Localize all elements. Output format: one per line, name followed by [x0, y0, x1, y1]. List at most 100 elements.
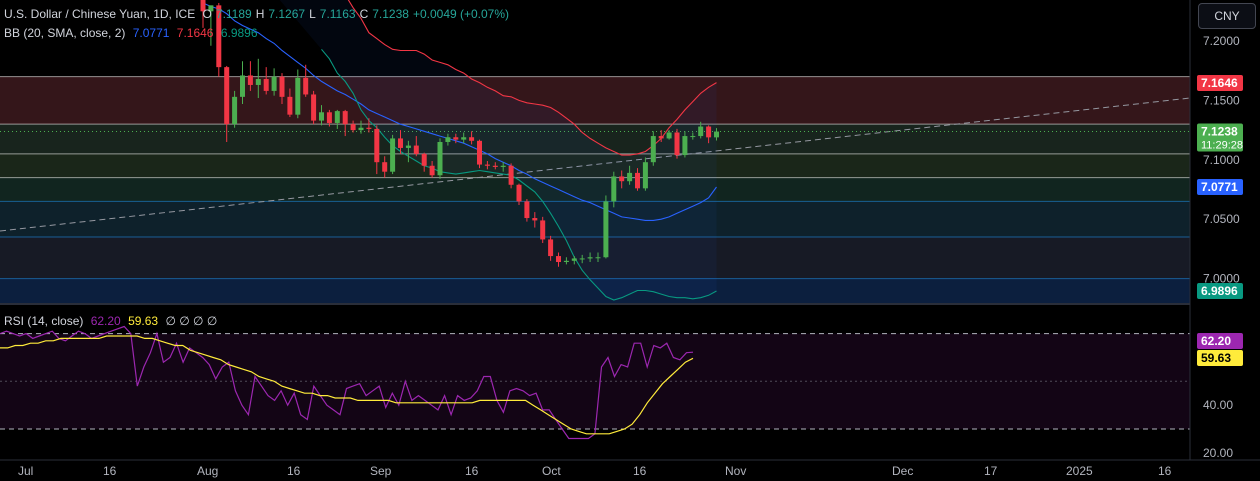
candle-body — [714, 131, 719, 138]
candle — [247, 61, 253, 91]
candle-body — [532, 218, 538, 221]
rsi-tick-label: 40.00 — [1203, 398, 1233, 412]
price-tick-label: 7.1500 — [1203, 93, 1240, 107]
candle-body — [255, 79, 261, 85]
candle — [334, 109, 340, 129]
price-tick-label: 7.1000 — [1203, 153, 1240, 167]
candle — [398, 130, 403, 154]
bb-upper-value: 7.1646 — [176, 26, 214, 40]
candle-body — [366, 127, 372, 129]
candle-body — [682, 136, 688, 156]
candle — [595, 252, 601, 263]
price-tick-label: 7.2000 — [1203, 34, 1240, 48]
candle-body — [508, 165, 514, 185]
bb-lower-value: 6.9896 — [220, 26, 258, 40]
candle — [524, 199, 530, 222]
candle — [650, 131, 656, 166]
rsi-tag-label: 62.20 — [1201, 334, 1231, 348]
price-tag-label: 7.1646 — [1201, 76, 1238, 90]
candle-body — [642, 162, 648, 189]
candle — [484, 161, 490, 170]
candle-body — [311, 94, 317, 121]
candle — [295, 69, 301, 119]
candle-body — [240, 75, 245, 97]
rsi-tag — [1197, 350, 1243, 366]
time-tick-label: Oct — [542, 464, 561, 478]
price-tag-label: 7.1238 — [1201, 125, 1238, 139]
candle — [429, 161, 435, 178]
candle — [698, 121, 704, 139]
candle — [445, 133, 451, 146]
candle — [682, 131, 688, 158]
candle — [714, 128, 719, 141]
candle-body — [619, 176, 625, 182]
candle-body — [650, 136, 656, 163]
candle — [374, 125, 380, 175]
rsi-panel — [0, 325, 1190, 440]
fib-zone — [0, 237, 1190, 279]
high-value: 7.1267 — [268, 7, 306, 21]
rsi-legend[interactable]: RSI (14, close) 62.20 59.63 ∅ ∅ ∅ ∅ — [4, 314, 221, 328]
fib-zone — [0, 153, 1190, 178]
candle-body — [563, 260, 569, 263]
candle — [232, 90, 238, 128]
candle — [208, 5, 214, 46]
candle-body — [524, 201, 530, 219]
candle — [271, 68, 277, 96]
candle — [642, 157, 648, 191]
candle-body — [398, 138, 403, 148]
price-tag — [1197, 179, 1243, 196]
close-value: 7.1238 — [372, 7, 409, 21]
candle-body — [603, 201, 609, 258]
symbol-title[interactable]: U.S. Dollar / Chinese Yuan, 1D, ICE — [4, 7, 196, 21]
candle-body — [263, 79, 269, 91]
candle — [666, 130, 672, 140]
candle-body — [390, 138, 396, 172]
candle — [619, 170, 625, 189]
price-tick-label: 7.0500 — [1203, 212, 1240, 226]
candle — [500, 162, 506, 172]
candle — [437, 138, 443, 179]
candle — [303, 64, 309, 97]
candle — [571, 256, 577, 265]
rsi-value: 62.20 — [90, 314, 121, 328]
candle-body — [635, 172, 640, 189]
candle-body — [492, 165, 498, 167]
bb-lower-line — [321, 48, 717, 301]
candle — [200, 0, 206, 28]
fib-zone — [0, 177, 1190, 202]
candle — [635, 168, 640, 191]
rsi-tag-label: 59.63 — [1201, 351, 1231, 365]
fib-zone — [0, 124, 1190, 154]
candle-body — [429, 165, 435, 176]
candle-body — [303, 77, 309, 95]
time-tick-label: 17 — [984, 464, 998, 478]
price-tag — [1197, 282, 1243, 299]
rsi-ma-value: 59.63 — [128, 314, 159, 328]
candle-body — [405, 145, 411, 148]
rsi-tag — [1197, 333, 1243, 349]
fib-zone — [0, 76, 1190, 125]
candle-body — [548, 239, 554, 257]
candle — [658, 130, 664, 142]
bb-legend[interactable]: BB (20, SMA, close, 2) 7.0771 7.1646 6.9… — [4, 26, 262, 40]
candle-body — [326, 112, 332, 123]
candle — [587, 252, 593, 263]
candle — [674, 128, 680, 159]
candle-body — [279, 76, 285, 97]
price-tag-label: 6.9896 — [1201, 284, 1238, 298]
candle-body — [477, 140, 482, 165]
rsi-tick-label: 20.00 — [1203, 446, 1233, 460]
candle-body — [690, 136, 696, 138]
candle — [358, 120, 364, 134]
candle-body — [445, 137, 451, 142]
time-tick-label: Sep — [370, 464, 392, 478]
candle-body — [421, 153, 427, 166]
currency-button[interactable]: CNY — [1198, 3, 1256, 29]
candle — [224, 65, 230, 142]
candle — [390, 134, 396, 175]
candle-body — [413, 145, 419, 154]
candle-body — [571, 258, 577, 261]
candle-body — [666, 132, 672, 139]
